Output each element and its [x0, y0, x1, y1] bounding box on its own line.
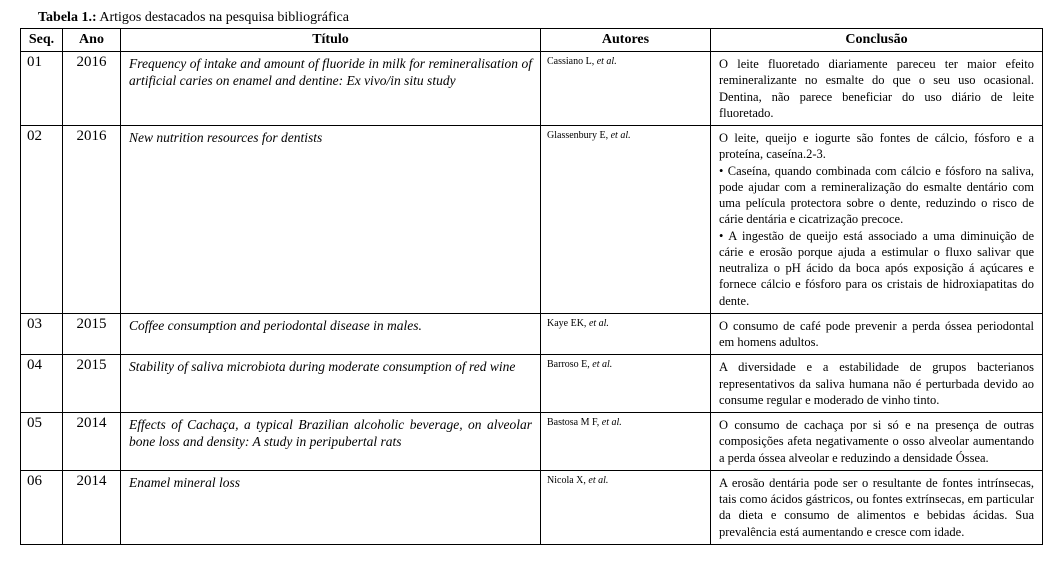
cell-autores: Cassiano L, et al. — [541, 52, 711, 126]
cell-titulo: Enamel mineral loss — [121, 470, 541, 544]
cell-conclusao: O leite fluoretado diariamente pareceu t… — [711, 52, 1043, 126]
table-row: 012016Frequency of intake and amount of … — [21, 52, 1043, 126]
cell-seq: 01 — [21, 52, 63, 126]
cell-conclusao: A erosão dentária pode ser o resultante … — [711, 470, 1043, 544]
articles-table: Seq. Ano Título Autores Conclusão 012016… — [20, 28, 1043, 545]
cell-seq: 05 — [21, 413, 63, 471]
cell-conclusao: O consumo de café pode prevenir a perda … — [711, 313, 1043, 355]
table-row: 032015Coffee consumption and periodontal… — [21, 313, 1043, 355]
header-ano: Ano — [63, 29, 121, 52]
cell-seq: 04 — [21, 355, 63, 413]
author-etal: et al. — [602, 417, 622, 428]
cell-ano: 2014 — [63, 470, 121, 544]
author-etal: et al. — [611, 130, 631, 141]
author-main: Kaye EK, — [547, 318, 589, 329]
table-caption: Tabela 1.: Artigos destacados na pesquis… — [38, 10, 1043, 26]
cell-ano: 2016 — [63, 52, 121, 126]
author-main: Bastosa M F, — [547, 417, 602, 428]
table-row: 042015Stability of saliva microbiota dur… — [21, 355, 1043, 413]
cell-ano: 2015 — [63, 313, 121, 355]
table-header-row: Seq. Ano Título Autores Conclusão — [21, 29, 1043, 52]
author-etal: et al. — [597, 56, 617, 67]
author-main: Nicola X, — [547, 475, 588, 486]
cell-seq: 02 — [21, 126, 63, 314]
author-etal: et al. — [592, 359, 612, 370]
author-etal: et al. — [588, 475, 608, 486]
table-row: 062014Enamel mineral lossNicola X, et al… — [21, 470, 1043, 544]
header-titulo: Título — [121, 29, 541, 52]
cell-titulo: New nutrition resources for dentists — [121, 126, 541, 314]
cell-titulo: Stability of saliva microbiota during mo… — [121, 355, 541, 413]
cell-ano: 2016 — [63, 126, 121, 314]
caption-label: Tabela 1.: — [38, 10, 97, 25]
author-etal: et al. — [589, 318, 609, 329]
author-main: Barroso E, — [547, 359, 592, 370]
cell-conclusao: A diversidade e a estabilidade de grupos… — [711, 355, 1043, 413]
cell-seq: 06 — [21, 470, 63, 544]
header-autores: Autores — [541, 29, 711, 52]
table-row: 022016New nutrition resources for dentis… — [21, 126, 1043, 314]
cell-titulo: Frequency of intake and amount of fluori… — [121, 52, 541, 126]
caption-text: Artigos destacados na pesquisa bibliográ… — [97, 10, 349, 25]
cell-titulo: Coffee consumption and periodontal disea… — [121, 313, 541, 355]
cell-autores: Glassenbury E, et al. — [541, 126, 711, 314]
cell-autores: Nicola X, et al. — [541, 470, 711, 544]
header-conclusao: Conclusão — [711, 29, 1043, 52]
cell-titulo: Effects of Cachaça, a typical Brazilian … — [121, 413, 541, 471]
cell-ano: 2015 — [63, 355, 121, 413]
cell-autores: Kaye EK, et al. — [541, 313, 711, 355]
cell-autores: Barroso E, et al. — [541, 355, 711, 413]
cell-autores: Bastosa M F, et al. — [541, 413, 711, 471]
author-main: Cassiano L, — [547, 56, 597, 67]
cell-ano: 2014 — [63, 413, 121, 471]
cell-seq: 03 — [21, 313, 63, 355]
author-main: Glassenbury E, — [547, 130, 611, 141]
header-seq: Seq. — [21, 29, 63, 52]
table-row: 052014Effects of Cachaça, a typical Braz… — [21, 413, 1043, 471]
cell-conclusao: O leite, queijo e iogurte são fontes de … — [711, 126, 1043, 314]
cell-conclusao: O consumo de cachaça por si só e na pres… — [711, 413, 1043, 471]
